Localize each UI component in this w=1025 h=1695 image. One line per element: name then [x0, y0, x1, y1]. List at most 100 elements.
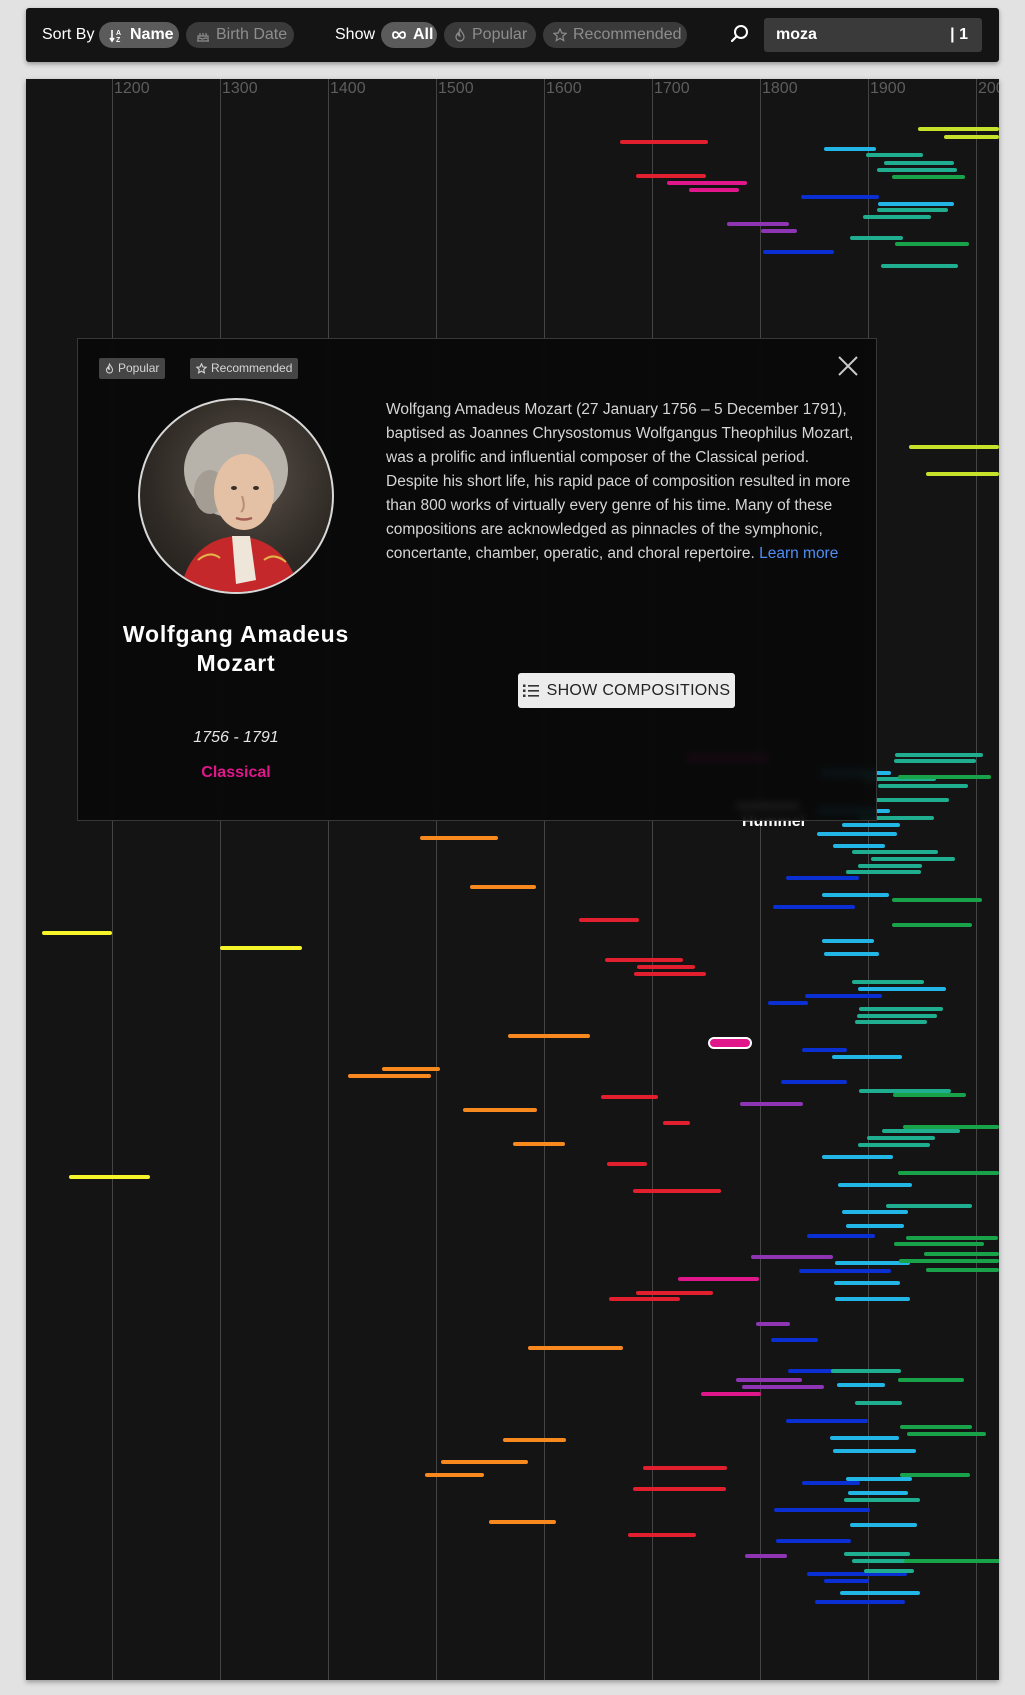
composer-lifespan-bar[interactable]: [420, 836, 498, 840]
composer-lifespan-bar[interactable]: [867, 1136, 935, 1140]
composer-lifespan-bar[interactable]: [771, 1338, 818, 1342]
composer-lifespan-bar[interactable]: [858, 1143, 930, 1147]
composer-lifespan-bar[interactable]: [863, 777, 936, 781]
composer-lifespan-bar[interactable]: [834, 1281, 900, 1285]
composer-lifespan-bar[interactable]: [609, 1297, 680, 1301]
composer-lifespan-bar[interactable]: [918, 127, 999, 131]
composer-lifespan-bar[interactable]: [382, 1067, 440, 1071]
mozart-lifespan-bar[interactable]: [708, 1037, 752, 1049]
composer-lifespan-bar[interactable]: [740, 1102, 803, 1106]
composer-lifespan-bar[interactable]: [842, 1210, 908, 1214]
composer-lifespan-bar[interactable]: [824, 147, 876, 151]
composer-lifespan-bar[interactable]: [801, 195, 879, 199]
composer-lifespan-bar[interactable]: [844, 1498, 920, 1502]
composer-lifespan-bar[interactable]: [846, 1224, 904, 1228]
composer-lifespan-bar[interactable]: [463, 1108, 537, 1112]
sort-birth-date-button[interactable]: Birth Date: [186, 22, 294, 48]
composer-lifespan-bar[interactable]: [900, 1473, 970, 1477]
composer-lifespan-bar[interactable]: [736, 1378, 802, 1382]
composer-lifespan-bar[interactable]: [637, 965, 695, 969]
composer-lifespan-bar[interactable]: [892, 898, 982, 902]
composer-lifespan-bar[interactable]: [866, 153, 923, 157]
composer-lifespan-bar[interactable]: [633, 1189, 721, 1193]
composer-lifespan-bar[interactable]: [895, 242, 969, 246]
show-all-button[interactable]: All: [381, 22, 437, 48]
composer-lifespan-bar[interactable]: [831, 1369, 901, 1373]
composer-lifespan-bar[interactable]: [633, 1487, 726, 1491]
composer-lifespan-bar[interactable]: [846, 870, 921, 874]
composer-lifespan-bar[interactable]: [636, 1291, 713, 1295]
composer-lifespan-bar[interactable]: [904, 1559, 999, 1563]
composer-lifespan-bar[interactable]: [781, 1080, 847, 1084]
composer-lifespan-bar[interactable]: [786, 876, 859, 880]
composer-lifespan-bar[interactable]: [824, 1579, 869, 1583]
composer-lifespan-bar[interactable]: [579, 918, 639, 922]
composer-lifespan-bar[interactable]: [628, 1533, 696, 1537]
composer-lifespan-bar[interactable]: [822, 939, 874, 943]
composer-lifespan-bar[interactable]: [768, 1001, 808, 1005]
composer-lifespan-bar[interactable]: [727, 222, 789, 226]
composer-lifespan-bar[interactable]: [788, 1369, 852, 1373]
composer-lifespan-bar[interactable]: [855, 1401, 902, 1405]
composer-lifespan-bar[interactable]: [842, 823, 900, 827]
composer-lifespan-bar[interactable]: [805, 994, 882, 998]
composer-lifespan-bar[interactable]: [503, 1438, 566, 1442]
composer-lifespan-bar[interactable]: [348, 1074, 431, 1078]
composer-lifespan-bar[interactable]: [786, 1419, 868, 1423]
composer-lifespan-bar[interactable]: [528, 1346, 623, 1350]
composer-lifespan-bar[interactable]: [892, 923, 972, 927]
composer-lifespan-bar[interactable]: [898, 775, 991, 779]
composer-lifespan-bar[interactable]: [850, 236, 903, 240]
composer-lifespan-bar[interactable]: [776, 1539, 851, 1543]
composer-lifespan-bar[interactable]: [909, 445, 999, 449]
composer-lifespan-bar[interactable]: [663, 1121, 690, 1125]
composer-lifespan-bar[interactable]: [882, 1129, 960, 1133]
composer-lifespan-bar[interactable]: [636, 174, 706, 178]
composer-lifespan-bar[interactable]: [881, 264, 958, 268]
composer-lifespan-bar[interactable]: [835, 1261, 910, 1265]
composer-lifespan-bar[interactable]: [852, 850, 938, 854]
composer-lifespan-bar[interactable]: [751, 1255, 833, 1259]
composer-lifespan-bar[interactable]: [840, 1591, 920, 1595]
composer-lifespan-bar[interactable]: [830, 1436, 899, 1440]
composer-lifespan-bar[interactable]: [763, 250, 834, 254]
composer-lifespan-bar[interactable]: [877, 208, 948, 212]
composer-lifespan-bar[interactable]: [470, 885, 536, 889]
composer-lifespan-bar[interactable]: [513, 1142, 565, 1146]
composer-lifespan-bar[interactable]: [863, 215, 931, 219]
composer-lifespan-bar[interactable]: [774, 1508, 870, 1512]
composer-lifespan-bar[interactable]: [822, 893, 889, 897]
show-compositions-button[interactable]: SHOW COMPOSITIONS: [518, 673, 735, 708]
composer-lifespan-bar[interactable]: [924, 1252, 999, 1256]
composer-lifespan-bar[interactable]: [489, 1520, 556, 1524]
composer-lifespan-bar[interactable]: [898, 1171, 999, 1175]
composer-lifespan-bar[interactable]: [607, 1162, 647, 1166]
composer-lifespan-bar[interactable]: [634, 972, 706, 976]
composer-lifespan-bar[interactable]: [678, 1277, 759, 1281]
composer-lifespan-bar[interactable]: [838, 1183, 912, 1187]
composer-lifespan-bar[interactable]: [926, 472, 999, 476]
composer-lifespan-bar[interactable]: [859, 1007, 943, 1011]
composer-lifespan-bar[interactable]: [874, 798, 949, 802]
composer-lifespan-bar[interactable]: [894, 1242, 984, 1246]
composer-lifespan-bar[interactable]: [643, 1466, 727, 1470]
composer-lifespan-bar[interactable]: [944, 135, 999, 139]
composer-lifespan-bar[interactable]: [848, 1491, 908, 1495]
composer-lifespan-bar[interactable]: [807, 1572, 907, 1576]
composer-timeline[interactable]: 1200 1300 1400 1500 1600 1700 1800 1900 …: [26, 79, 999, 1680]
composer-lifespan-bar[interactable]: [846, 1477, 912, 1481]
composer-lifespan-bar[interactable]: [864, 1569, 914, 1573]
show-recommended-button[interactable]: Recommended: [543, 22, 687, 48]
composer-lifespan-bar[interactable]: [220, 946, 302, 950]
composer-lifespan-bar[interactable]: [802, 1481, 860, 1485]
composer-lifespan-bar[interactable]: [799, 1269, 891, 1273]
composer-lifespan-bar[interactable]: [878, 784, 968, 788]
composer-lifespan-bar[interactable]: [859, 816, 934, 820]
composer-lifespan-bar[interactable]: [884, 161, 954, 165]
show-popular-button[interactable]: Popular: [444, 22, 536, 48]
composer-lifespan-bar[interactable]: [833, 1449, 916, 1453]
composer-lifespan-bar[interactable]: [877, 168, 957, 172]
composer-lifespan-bar[interactable]: [807, 1234, 875, 1238]
composer-lifespan-bar[interactable]: [817, 832, 897, 836]
